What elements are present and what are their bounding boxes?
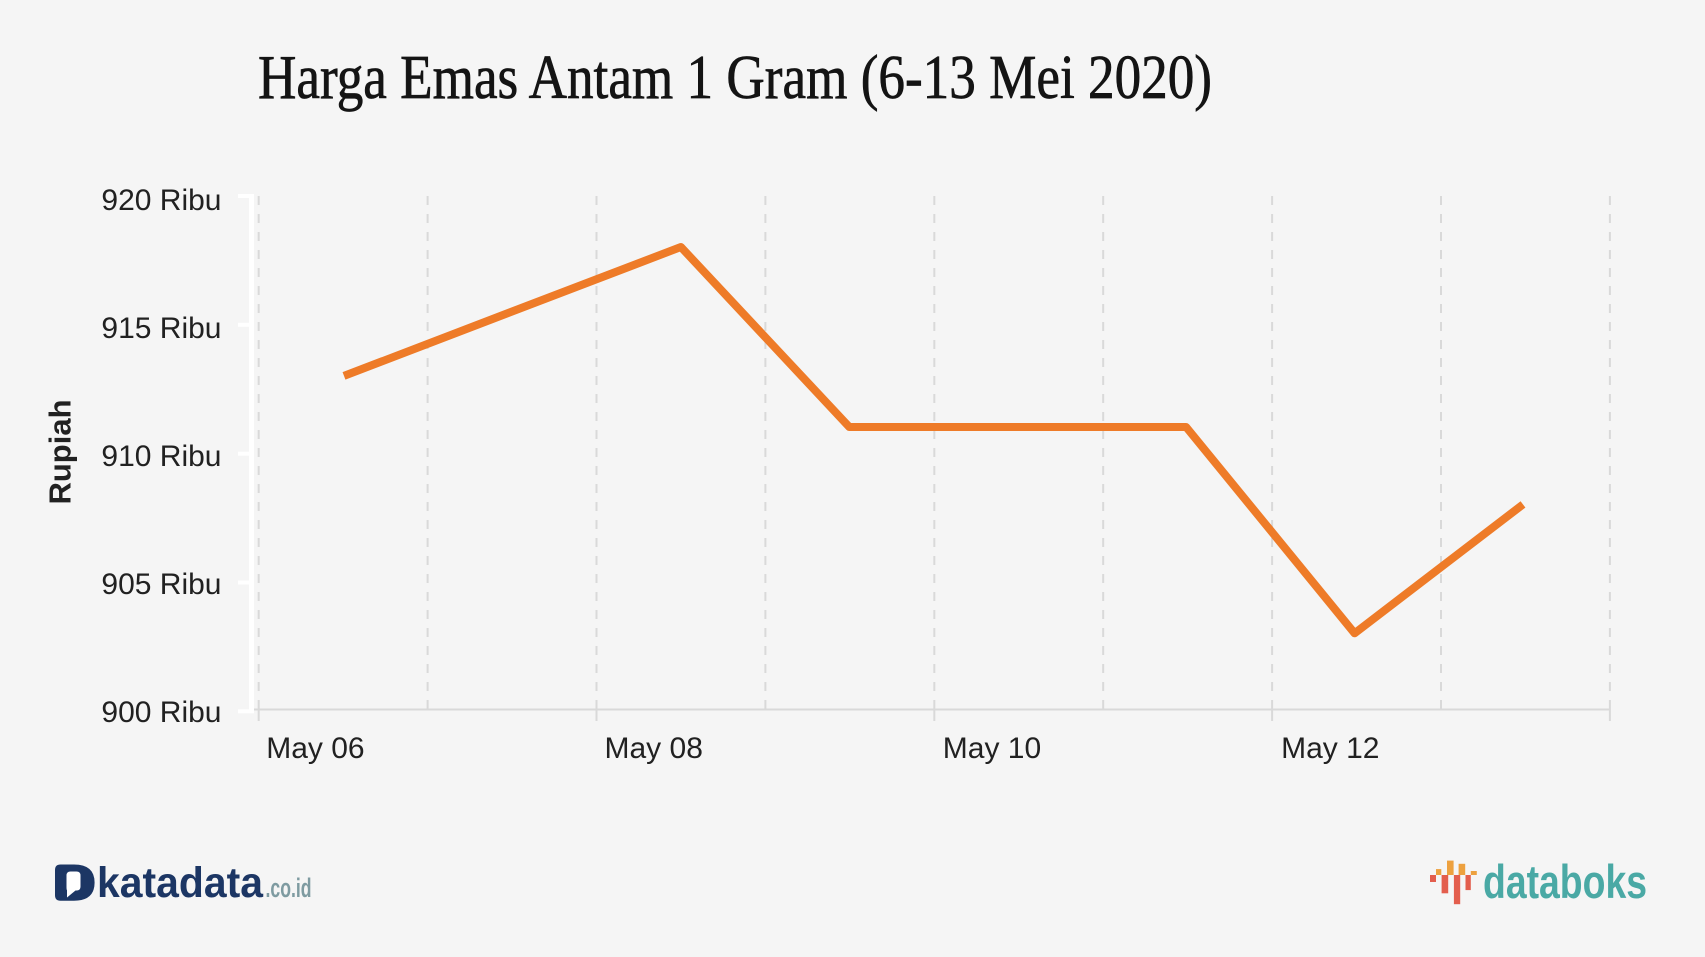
svg-text:.co.id: .co.id xyxy=(266,873,312,903)
svg-text:905 Ribu: 905 Ribu xyxy=(101,568,221,601)
svg-text:databoks: databoks xyxy=(1483,855,1647,908)
svg-text:katadata: katadata xyxy=(97,859,264,907)
svg-text:915 Ribu: 915 Ribu xyxy=(101,312,221,345)
svg-text:Rupiah: Rupiah xyxy=(43,399,78,504)
svg-text:May 06: May 06 xyxy=(266,732,364,765)
svg-text:Harga Emas Antam 1 Gram (6-13: Harga Emas Antam 1 Gram (6-13 Mei 2020) xyxy=(258,44,1212,112)
svg-text:910 Ribu: 910 Ribu xyxy=(101,440,221,473)
svg-text:May 10: May 10 xyxy=(943,732,1041,765)
svg-text:May 08: May 08 xyxy=(605,732,703,765)
svg-text:900 Ribu: 900 Ribu xyxy=(101,696,221,729)
svg-text:920 Ribu: 920 Ribu xyxy=(101,184,221,217)
svg-text:May 12: May 12 xyxy=(1281,732,1379,765)
